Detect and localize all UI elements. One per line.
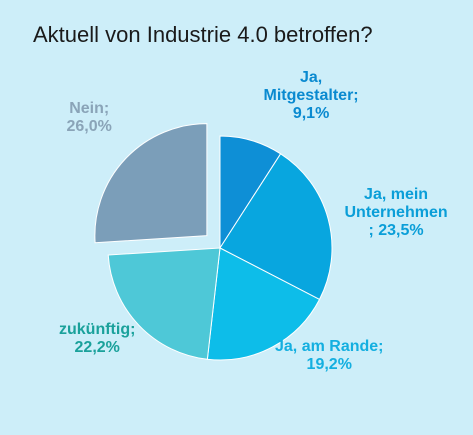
slice-label-line: zukünftig; bbox=[59, 321, 136, 338]
slice-label-line: ; 23,5% bbox=[368, 222, 424, 239]
slice-label-line: Ja, am Rande; bbox=[275, 338, 384, 355]
slice-label-line: Unternehmen bbox=[344, 204, 448, 221]
slice-label-4: Nein; 26,0% bbox=[67, 100, 112, 136]
pie-slice-4 bbox=[94, 123, 208, 244]
slice-label-2: Ja, am Rande; 19,2% bbox=[275, 338, 383, 374]
pie-slice-1 bbox=[219, 153, 333, 301]
slice-label-3: zukünftig; 22,2% bbox=[59, 321, 135, 357]
slice-label-line: 26,0% bbox=[66, 118, 112, 135]
slice-label-line: Nein; bbox=[69, 100, 110, 117]
pie-slice-3 bbox=[107, 247, 221, 360]
slice-label-line: 19,2% bbox=[306, 356, 352, 373]
slice-label-1: Ja, mein Unternehmen; 23,5% bbox=[345, 186, 448, 240]
pie-slice-2 bbox=[206, 247, 321, 361]
slice-label-line: 22,2% bbox=[74, 339, 120, 356]
slice-label-line: Ja, mein bbox=[364, 186, 429, 203]
slice-label-line: Ja, bbox=[299, 69, 323, 86]
slice-label-line: 9,1% bbox=[292, 105, 330, 122]
slice-label-0: Ja, Mitgestalter; 9,1% bbox=[264, 69, 359, 123]
slice-label-line: Mitgestalter; bbox=[263, 87, 359, 104]
chart-title: Aktuell von Industrie 4.0 betroffen? bbox=[33, 22, 373, 47]
